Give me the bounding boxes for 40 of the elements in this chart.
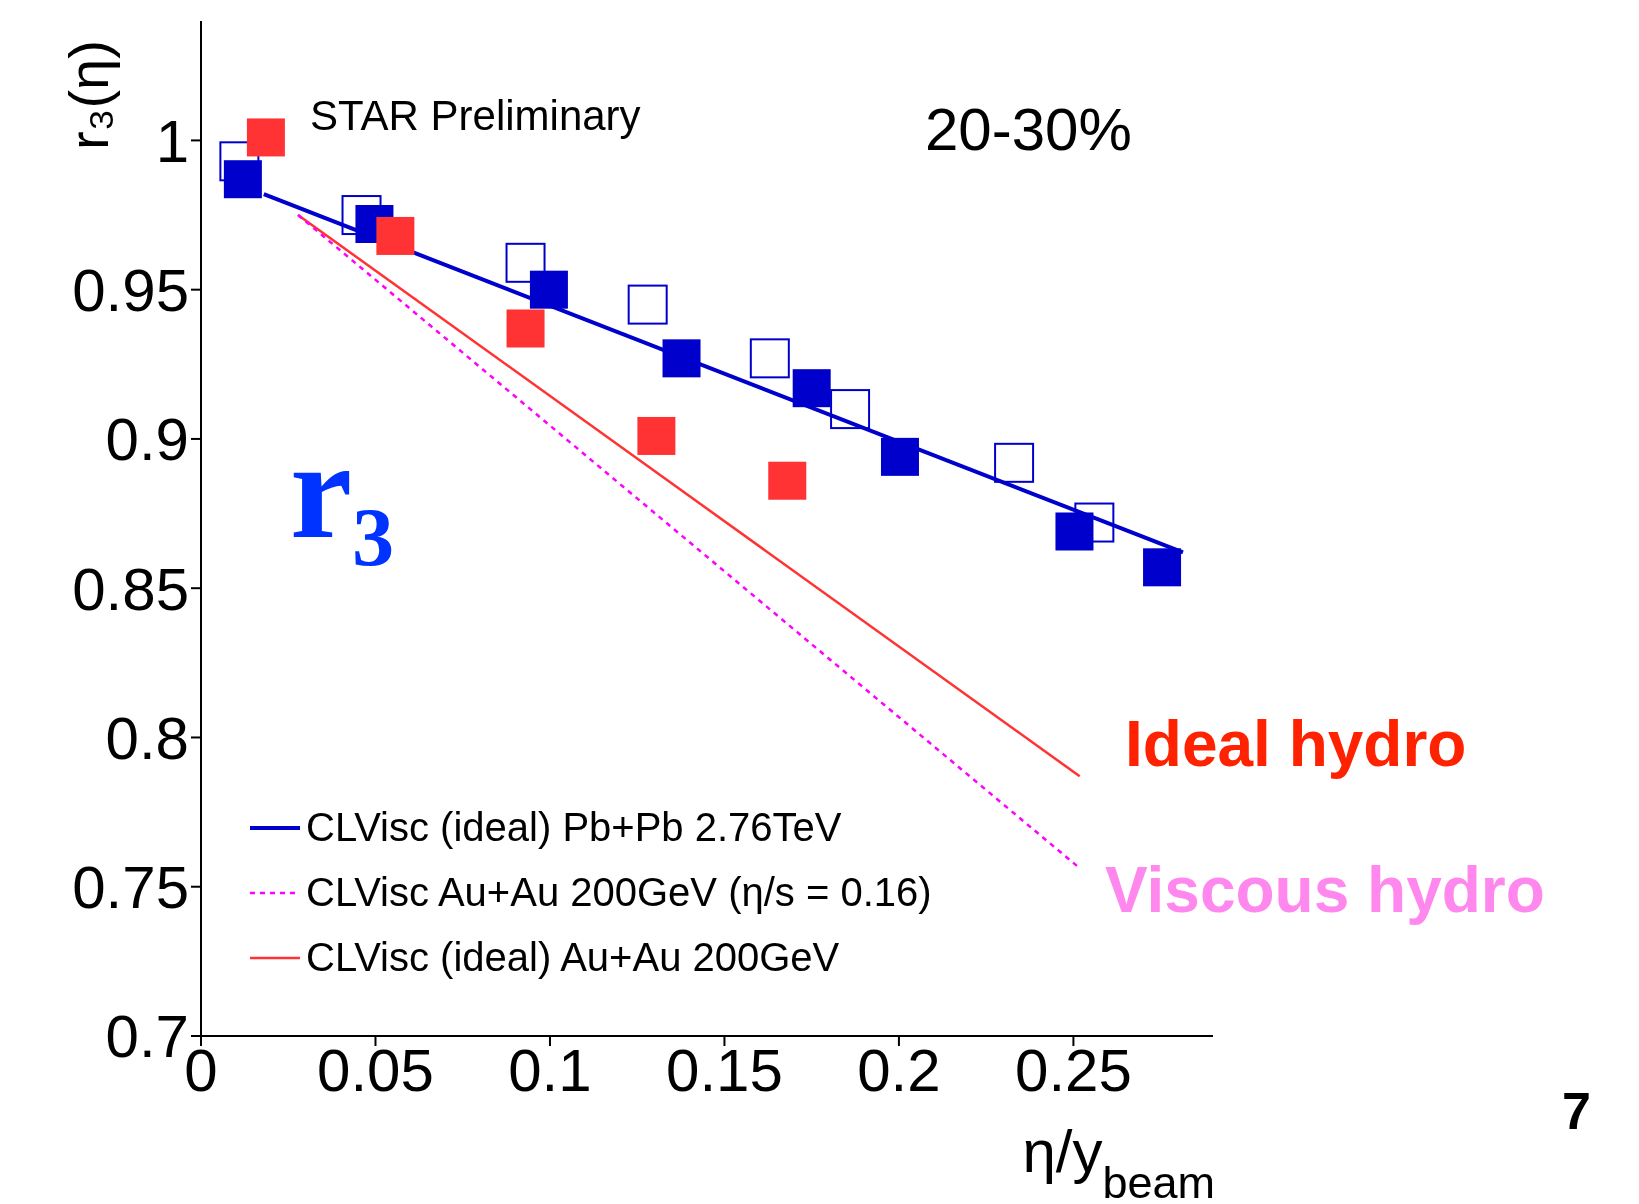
y-tick-label: 1	[155, 107, 189, 175]
point	[376, 216, 415, 255]
point	[1074, 502, 1115, 543]
annotation: r₃	[290, 412, 395, 567]
point	[1143, 548, 1182, 587]
annotation: STAR Preliminary	[310, 92, 641, 139]
y-tick-label: 0.9	[105, 406, 189, 474]
legend-label: CLVisc Au+Au 200GeV (η/s = 0.16)	[306, 870, 932, 915]
y-tick-label: 0.85	[72, 555, 189, 623]
point	[880, 437, 919, 476]
annotation: 20-30%	[925, 96, 1132, 163]
x-tick-label: 0.2	[857, 1036, 941, 1104]
point	[506, 309, 545, 348]
point	[637, 416, 676, 455]
point	[505, 242, 546, 283]
point	[223, 160, 262, 199]
point	[662, 339, 701, 378]
legend-label: CLVisc (ideal) Pb+Pb 2.76TeV	[306, 805, 842, 850]
legend-label: CLVisc (ideal) Au+Au 200GeV	[306, 935, 840, 980]
x-tick-label: 0.05	[317, 1036, 434, 1104]
y-tick-label: 0.8	[105, 704, 189, 772]
annotation: Viscous hydro	[1105, 854, 1545, 926]
point	[529, 270, 568, 309]
x-tick-label: 0.25	[1015, 1036, 1132, 1104]
y-tick-label: 0.95	[72, 256, 189, 324]
y-axis-title: r₃(η)	[57, 40, 120, 150]
annotation: Ideal hydro	[1125, 708, 1467, 780]
x-tick-label: 0.15	[666, 1036, 783, 1104]
y-tick-label: 0.75	[72, 854, 189, 922]
point	[627, 284, 668, 325]
x-axis-title: η/y$_{beam}$	[1022, 1118, 1215, 1204]
point	[749, 338, 790, 379]
point	[246, 118, 285, 157]
x-tick-label: 0.1	[508, 1036, 592, 1104]
point	[792, 369, 831, 408]
point	[830, 389, 871, 430]
point	[1055, 512, 1094, 551]
point	[994, 442, 1035, 483]
text: 7	[1562, 1082, 1591, 1140]
point	[768, 461, 807, 500]
